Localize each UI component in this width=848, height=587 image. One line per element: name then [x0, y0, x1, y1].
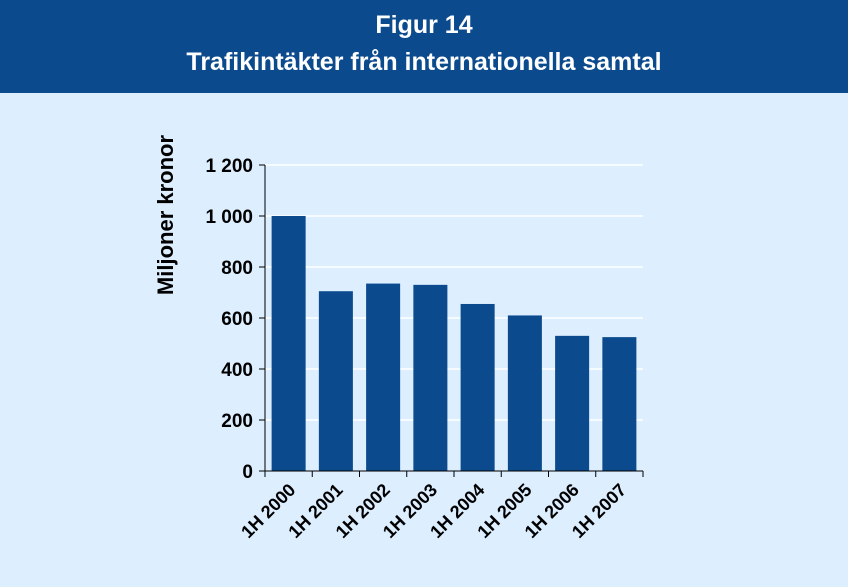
figure-title: Figur 14 — [375, 11, 473, 39]
y-tick-label: 200 — [221, 411, 253, 432]
bar-1h-2000 — [271, 216, 306, 471]
axes — [259, 164, 644, 477]
bar-1h-2002 — [366, 283, 401, 471]
figure-subtitle: Trafikintäkter från internationella samt… — [186, 48, 662, 76]
y-tick-label: 1 200 — [205, 156, 253, 177]
y-tick-label: 1 000 — [205, 207, 253, 228]
y-axis-title: Miljoner kronor — [153, 135, 178, 296]
y-tick-label: 400 — [221, 360, 253, 381]
bar-1h-2001 — [318, 291, 353, 471]
y-tick-label: 0 — [242, 462, 253, 483]
y-tick-label: 600 — [221, 309, 253, 330]
bar-1h-2006 — [555, 335, 590, 471]
bar-1h-2004 — [460, 303, 495, 471]
y-tick-label: 800 — [221, 258, 253, 279]
bars — [271, 216, 637, 471]
figure-header: Figur 14 Trafikintäkter från internation… — [0, 0, 848, 93]
bar-1h-2007 — [602, 337, 637, 471]
bar-1h-2005 — [507, 315, 542, 471]
bar-1h-2003 — [413, 284, 448, 471]
